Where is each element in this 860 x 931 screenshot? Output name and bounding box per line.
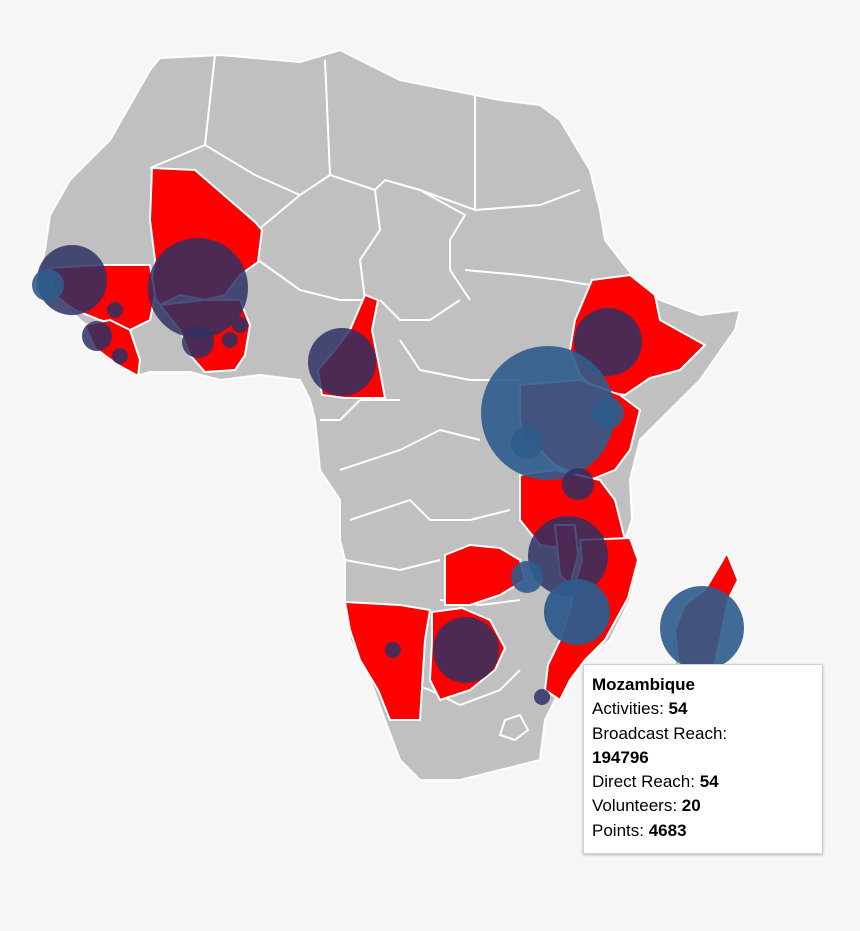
bubble-rwanda[interactable] <box>511 427 543 459</box>
tooltip-country-name: Mozambique <box>592 675 695 694</box>
bubble-cameroon[interactable] <box>308 328 376 396</box>
bubble-tanzania[interactable] <box>562 468 594 500</box>
tooltip-broadcast-label: Broadcast Reach: <box>592 723 728 743</box>
tooltip-activities-label: Activities: <box>592 699 669 719</box>
tooltip-activities-value: 54 <box>668 699 688 719</box>
tooltip-volunteers-label: Volunteers: <box>592 796 682 816</box>
bubble-malawi[interactable] <box>528 516 608 596</box>
bubble-kenya[interactable] <box>592 397 624 429</box>
tooltip-direct-value: 54 <box>699 772 719 792</box>
bubble-zambia[interactable] <box>511 561 543 593</box>
bubble-ghana[interactable] <box>182 326 214 358</box>
bubble-liberia[interactable] <box>112 348 128 364</box>
bubble-namibia[interactable] <box>385 642 401 658</box>
tooltip-activities: Activities: 54 <box>592 697 814 721</box>
bubble-ethiopia[interactable] <box>574 308 642 376</box>
country-tooltip: Mozambique Activities: 54 Broadcast Reac… <box>583 664 823 855</box>
bubble-madagascar[interactable] <box>660 586 744 670</box>
bubble-mozambique-highlighted[interactable] <box>544 579 610 645</box>
tooltip-direct: Direct Reach: 54 <box>592 770 814 794</box>
bubble-botswana[interactable] <box>433 617 499 683</box>
bubble-gambia[interactable] <box>32 269 64 301</box>
bubble-swaziland[interactable] <box>534 689 550 705</box>
bubbles-layer <box>32 238 744 705</box>
tooltip-points-label: Points: <box>592 820 649 840</box>
bubble-mali-burkina[interactable] <box>148 238 248 338</box>
tooltip-points-value: 4683 <box>648 820 687 840</box>
country-namibia <box>344 601 431 721</box>
bubble-togo[interactable] <box>222 332 238 348</box>
bubble-guinea-bissau[interactable] <box>82 321 112 351</box>
bubble-benin[interactable] <box>232 317 248 333</box>
tooltip-broadcast-value: 194796 <box>592 747 649 767</box>
tooltip-points: Points: 4683 <box>592 819 814 843</box>
country-south-africa-hole <box>499 714 529 741</box>
tooltip-direct-label: Direct Reach: <box>592 772 700 792</box>
border-lines <box>149 54 600 707</box>
tooltip-volunteers-value: 20 <box>681 796 701 816</box>
bubble-sierra-leone[interactable] <box>107 302 123 318</box>
tooltip-volunteers: Volunteers: 20 <box>592 794 814 818</box>
